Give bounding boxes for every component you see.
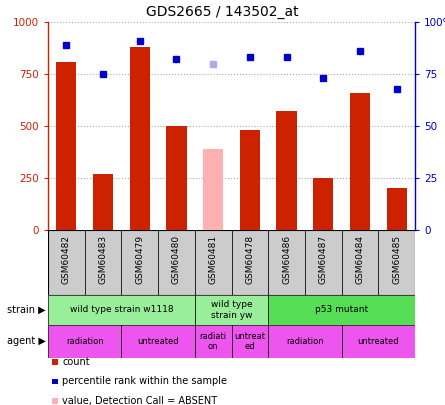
Bar (48, 230, 85, 295)
Text: radiati
on: radiati on (200, 332, 227, 351)
Bar (203, 149, 223, 230)
Text: GSM60480: GSM60480 (172, 235, 181, 284)
Text: GSM60484: GSM60484 (356, 235, 364, 284)
Bar (268, 295, 415, 325)
Bar (342, 325, 415, 358)
Bar (342, 230, 378, 295)
Text: GSM60487: GSM60487 (319, 235, 328, 284)
Text: GSM60478: GSM60478 (245, 235, 255, 284)
Text: wild type strain w1118: wild type strain w1118 (69, 305, 173, 315)
Text: GSM60483: GSM60483 (98, 235, 108, 284)
Bar (350, 93, 370, 230)
Bar (93, 174, 113, 230)
Bar (195, 230, 231, 295)
Bar (56, 62, 77, 230)
Bar (121, 325, 195, 358)
Bar (378, 230, 415, 295)
Bar (158, 230, 195, 295)
Bar (387, 188, 407, 230)
Text: radiation: radiation (66, 337, 104, 346)
Text: agent ▶: agent ▶ (7, 337, 46, 347)
Bar (195, 295, 268, 325)
Bar (48, 295, 195, 325)
Text: GSM60485: GSM60485 (392, 235, 401, 284)
Bar (268, 325, 342, 358)
Text: count: count (62, 357, 90, 367)
Text: GSM60486: GSM60486 (282, 235, 291, 284)
Text: percentile rank within the sample: percentile rank within the sample (62, 377, 227, 386)
Bar (276, 111, 297, 230)
Bar (240, 130, 260, 230)
Bar (48, 325, 121, 358)
Text: GDS2665 / 143502_at: GDS2665 / 143502_at (146, 5, 299, 19)
Text: untreat
ed: untreat ed (235, 332, 265, 351)
Text: p53 mutant: p53 mutant (315, 305, 368, 315)
Bar (121, 230, 158, 295)
Bar (129, 47, 150, 230)
Text: value, Detection Call = ABSENT: value, Detection Call = ABSENT (62, 396, 217, 405)
Bar (231, 325, 268, 358)
Bar (305, 230, 342, 295)
Text: GSM60479: GSM60479 (135, 235, 144, 284)
Text: untreated: untreated (138, 337, 179, 346)
Text: GSM60481: GSM60481 (209, 235, 218, 284)
Bar (231, 230, 268, 295)
Bar (195, 325, 231, 358)
Bar (313, 178, 333, 230)
Bar (85, 230, 121, 295)
Text: wild type
strain yw: wild type strain yw (210, 300, 252, 320)
Text: strain ▶: strain ▶ (7, 305, 46, 315)
Text: untreated: untreated (357, 337, 399, 346)
Bar (268, 230, 305, 295)
Bar (166, 126, 186, 230)
Text: GSM60482: GSM60482 (62, 235, 71, 284)
Text: radiation: radiation (286, 337, 324, 346)
